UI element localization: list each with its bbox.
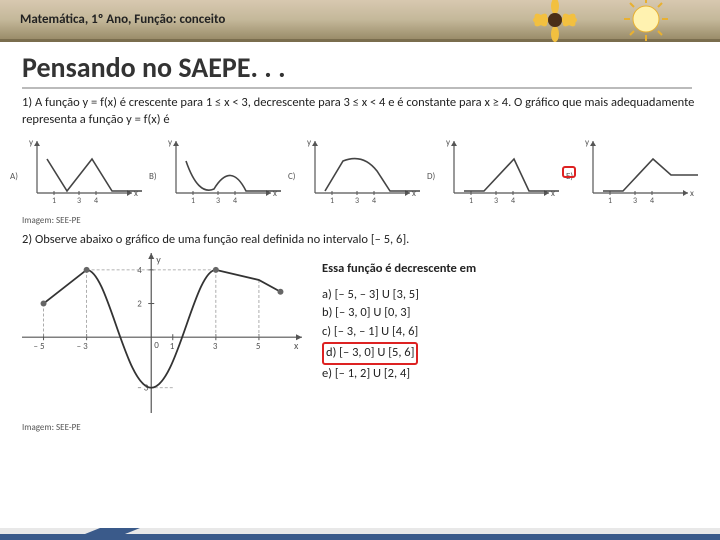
svg-text:2: 2 [137, 298, 142, 309]
q2-option: b) [– 3, 0] U [0, 3] [322, 304, 476, 323]
svg-text:y: y [585, 137, 590, 148]
svg-text:1: 1 [469, 196, 473, 206]
svg-text:3: 3 [355, 196, 359, 206]
svg-text:1: 1 [191, 196, 195, 206]
svg-text:4: 4 [511, 196, 515, 206]
q2-option: c) [– 3, – 1] U [4, 6] [322, 323, 476, 342]
graph-label: B) [149, 171, 157, 182]
svg-text:0: 0 [154, 340, 159, 351]
svg-text:3: 3 [633, 196, 637, 206]
svg-text:x: x [273, 188, 277, 199]
q2-credit: Imagem: SEE-PE [22, 422, 698, 433]
graph-label: C) [288, 171, 296, 182]
svg-text:1: 1 [608, 196, 612, 206]
svg-text:3: 3 [213, 341, 218, 352]
mini-graph-B: B) x y 1 3 4 [161, 133, 281, 211]
svg-text:1: 1 [52, 196, 56, 206]
svg-text:y: y [29, 137, 34, 148]
header-title: Matemática, 1º Ano, Função: conceito [20, 12, 225, 27]
answer-highlight-icon [562, 166, 576, 178]
q1-credit: Imagem: SEE-PE [22, 215, 698, 226]
q2-right-panel: Essa função é decrescente em a) [– 5, – … [322, 253, 476, 418]
svg-text:3: 3 [77, 196, 81, 206]
mini-graph-A: A) x y 1 3 4 [22, 133, 142, 211]
svg-text:4: 4 [650, 196, 654, 206]
svg-text:x: x [294, 339, 299, 352]
svg-text:y: y [307, 137, 312, 148]
svg-text:– 5: – 5 [34, 341, 46, 352]
svg-text:y: y [168, 137, 173, 148]
q2-option: d) [– 3, 0] U [5, 6] [322, 342, 476, 365]
svg-text:4: 4 [372, 196, 376, 206]
svg-text:x: x [134, 188, 138, 199]
svg-text:– 3: – 3 [77, 341, 89, 352]
q1-graphs-row: A) x y 1 3 4 B) x y 1 3 4 C) x y 1 3 [22, 133, 698, 211]
q2-text: 2) Observe abaixo o gráfico de uma funçã… [22, 232, 698, 249]
content-area: 1) A função y = f(x) é crescente para 1 … [0, 95, 720, 433]
main-title: Pensando no SAEPE. . . [22, 50, 692, 89]
svg-text:1: 1 [330, 196, 334, 206]
svg-text:y: y [446, 137, 451, 148]
svg-text:y: y [156, 253, 161, 266]
mini-graph-E: E) x y 1 3 4 [578, 133, 698, 211]
svg-text:x: x [551, 188, 555, 199]
footer-bar [0, 528, 720, 540]
q1-text: 1) A função y = f(x) é crescente para 1 … [22, 95, 698, 129]
svg-text:5: 5 [256, 341, 261, 352]
q2-option: a) [– 5, – 3] U [3, 5] [322, 286, 476, 305]
answer-highlight-icon: d) [– 3, 0] U [5, 6] [322, 342, 418, 365]
svg-text:3: 3 [216, 196, 220, 206]
graph-label: A) [10, 171, 18, 182]
sun-icon [622, 0, 670, 43]
svg-text:4: 4 [137, 264, 142, 275]
svg-text:1: 1 [170, 341, 175, 352]
q2-container: xy0– 5– 3135– 324 Essa função é decresce… [22, 253, 698, 418]
svg-text:4: 4 [94, 196, 98, 206]
svg-text:4: 4 [233, 196, 237, 206]
q2-options: a) [– 5, – 3] U [3, 5]b) [– 3, 0] U [0, … [322, 286, 476, 384]
q2-option: e) [– 1, 2] U [2, 4] [322, 365, 476, 384]
q2-graph: xy0– 5– 3135– 324 [22, 253, 302, 418]
mini-graph-C: C) x y 1 3 4 [300, 133, 420, 211]
svg-text:x: x [412, 188, 416, 199]
graph-label: D) [427, 171, 435, 182]
mini-graph-D: D) x y 1 3 4 [439, 133, 559, 211]
q2-intro: Essa função é decrescente em [322, 261, 476, 276]
sunflower-icon [530, 0, 580, 45]
header-banner: Matemática, 1º Ano, Função: conceito [0, 0, 720, 42]
svg-text:x: x [690, 188, 694, 199]
svg-text:3: 3 [494, 196, 498, 206]
